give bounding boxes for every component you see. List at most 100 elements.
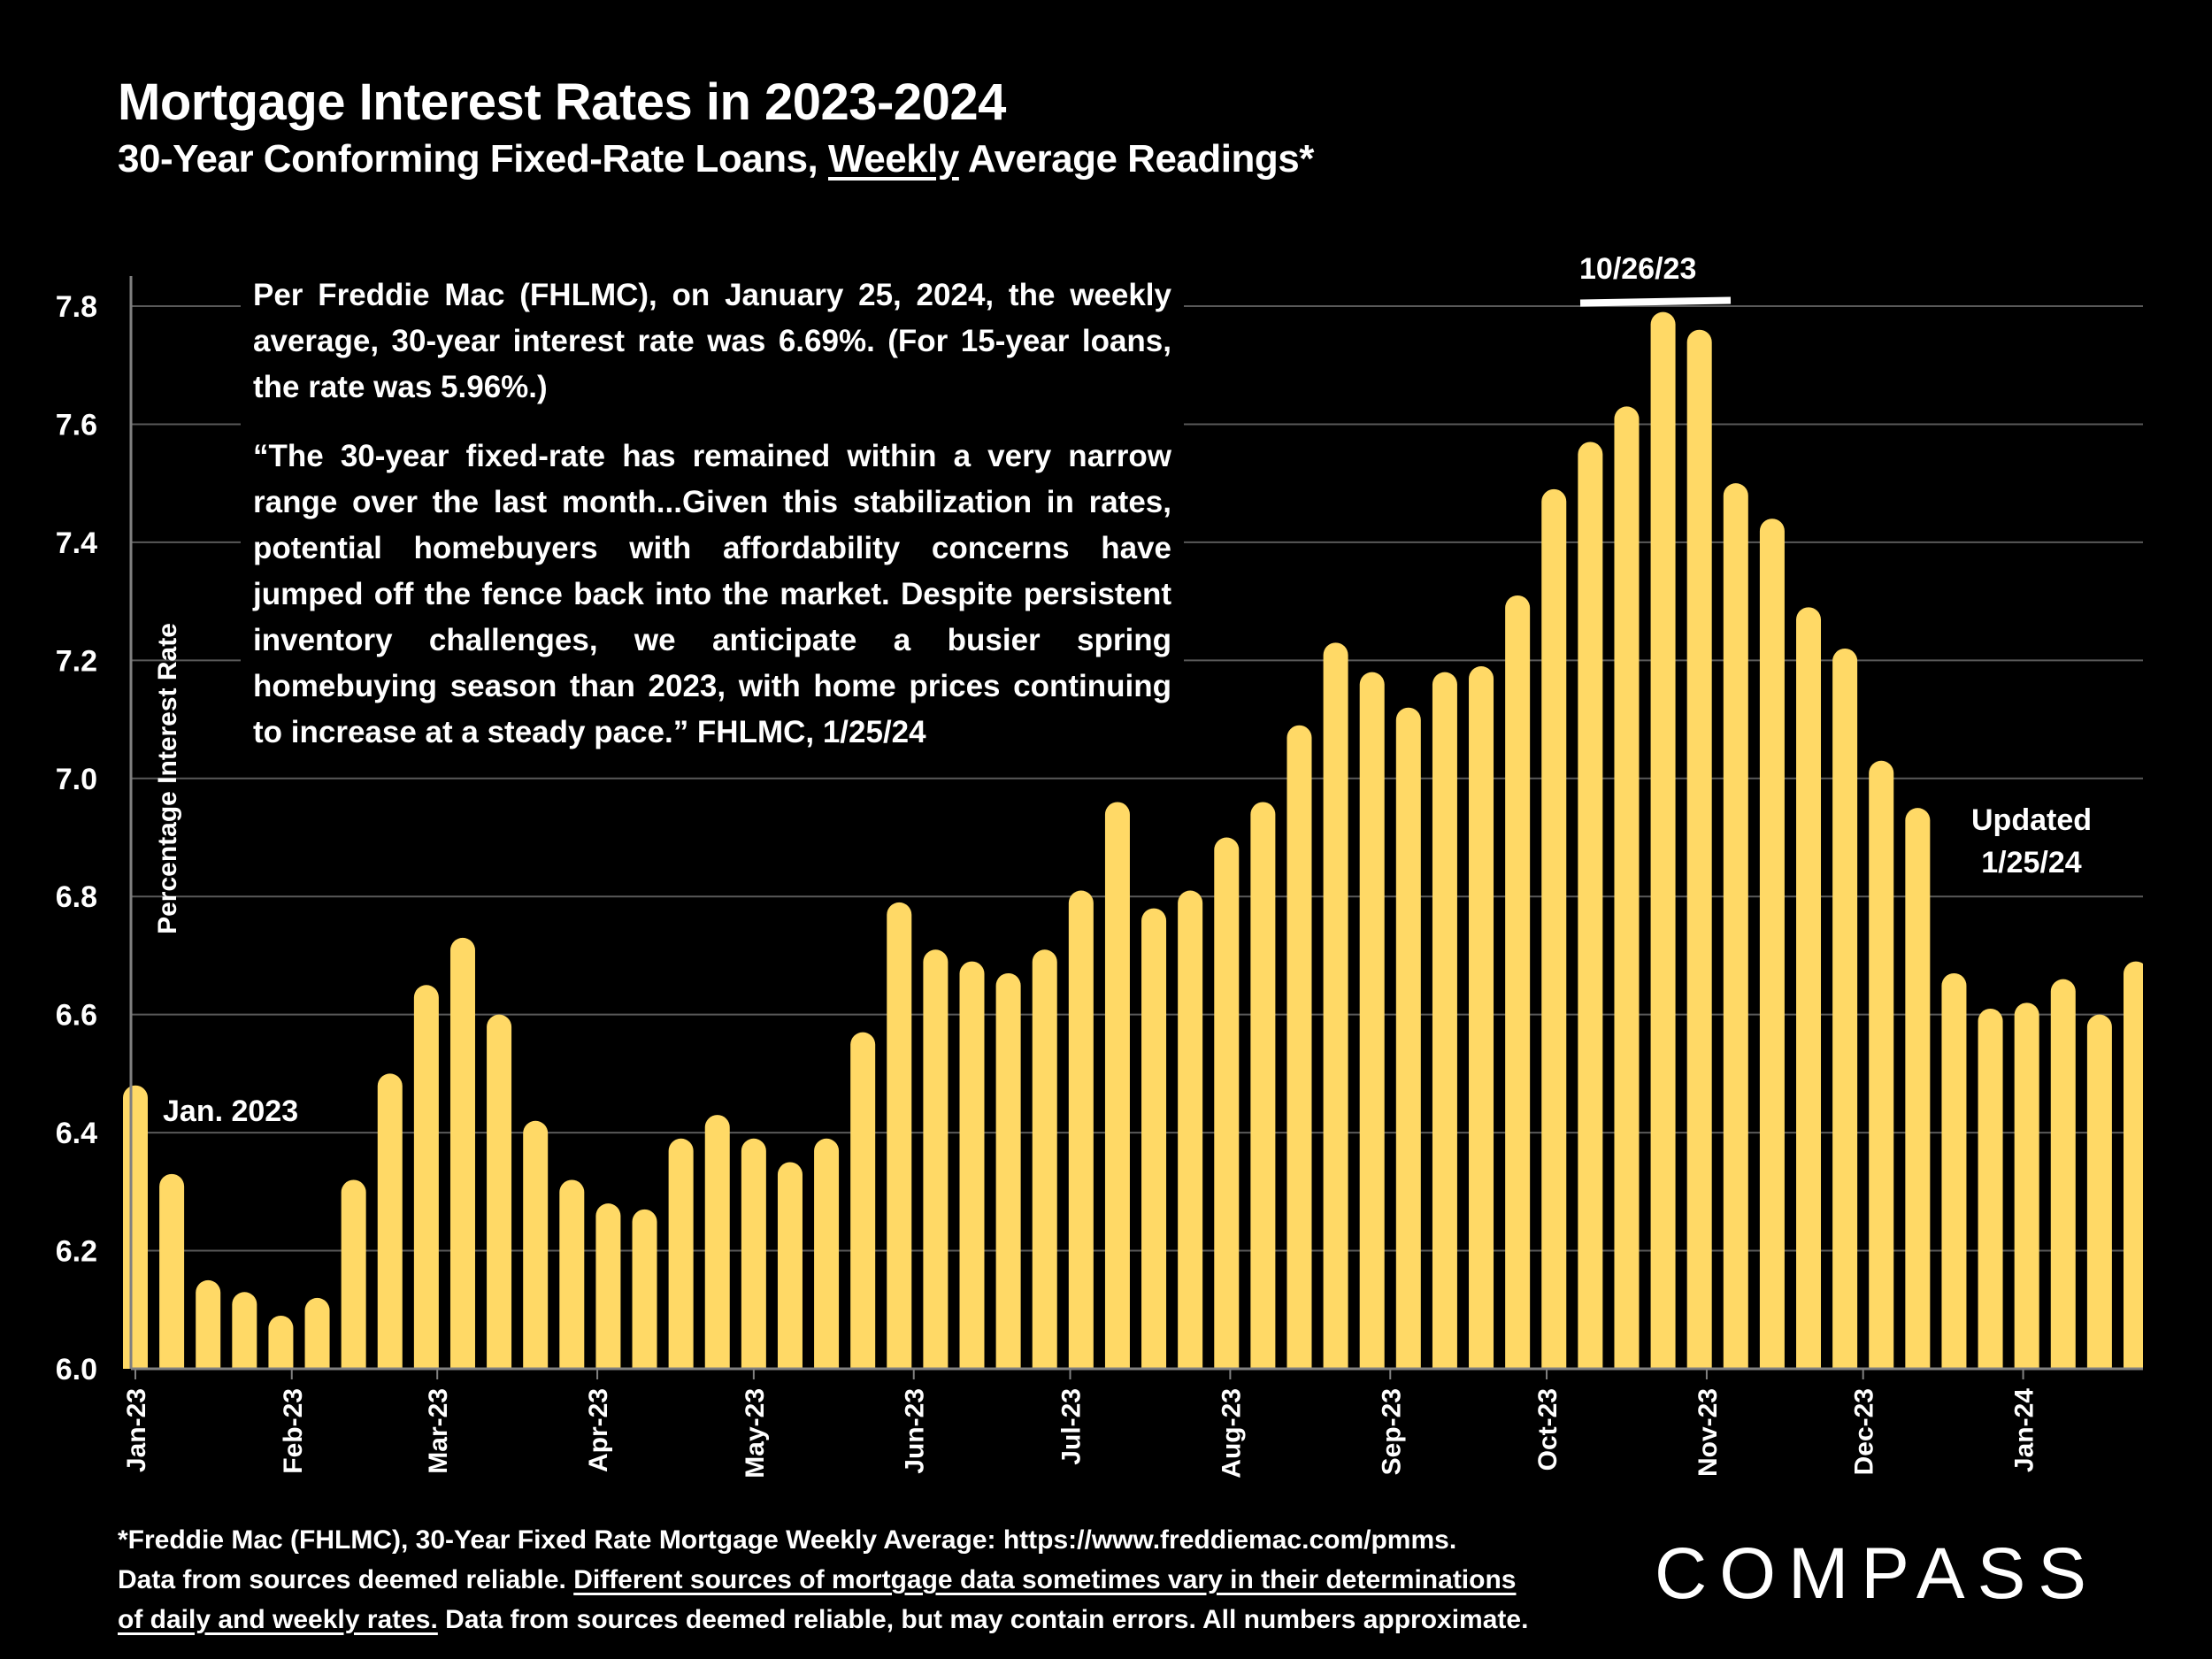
bar <box>1432 672 1457 1369</box>
bar <box>196 1279 221 1369</box>
x-tick-label: Feb-23 <box>279 1388 308 1474</box>
bar <box>959 961 985 1369</box>
footnote-text: Data from sources deemed reliable. <box>118 1565 574 1594</box>
x-tick-label: Apr-23 <box>584 1388 613 1472</box>
y-tick-label: 6.4 <box>56 1117 97 1150</box>
bar <box>1505 595 1531 1369</box>
updated-date: 1/25/24 <box>1981 846 2082 879</box>
y-tick-label: 7.4 <box>56 526 97 560</box>
bar <box>1796 607 1822 1369</box>
footnote-source: *Freddie Mac (FHLMC), 30-Year Fixed Rate… <box>118 1525 1457 1555</box>
y-tick-label: 7.6 <box>56 408 97 442</box>
x-tick-label: Jan-23 <box>122 1388 151 1472</box>
y-tick-label: 6.0 <box>56 1353 97 1386</box>
bar <box>1941 972 1967 1369</box>
bar <box>304 1297 330 1369</box>
footnote: *Freddie Mac (FHLMC), 30-Year Fixed Rate… <box>118 1520 1622 1640</box>
bar <box>232 1292 257 1369</box>
bar <box>1978 1008 2003 1369</box>
bar <box>887 902 912 1369</box>
bar <box>559 1179 585 1369</box>
bar <box>704 1115 730 1369</box>
x-tick-label: Dec-23 <box>1850 1388 1879 1475</box>
bar <box>1395 707 1421 1369</box>
updated-annotation: Updated 1/25/24 <box>1971 799 2092 884</box>
bar <box>1650 311 1676 1369</box>
bar <box>413 985 439 1369</box>
y-tick-label: 7.8 <box>56 290 97 324</box>
bar <box>923 949 949 1369</box>
bar <box>632 1209 657 1369</box>
x-tick-label: Nov-23 <box>1694 1388 1723 1477</box>
updated-label: Updated <box>1971 803 2092 837</box>
subtitle-text: 30-Year Conforming Fixed-Rate Loans, <box>118 137 828 180</box>
bar <box>850 1032 876 1369</box>
bar <box>741 1138 766 1369</box>
bar <box>1068 890 1094 1369</box>
bar <box>2050 979 2076 1369</box>
bar <box>341 1179 366 1369</box>
footnote-disclaimer-2: of daily and weekly rates. Data from sou… <box>118 1600 1622 1640</box>
x-tick-label: Sep-23 <box>1377 1388 1406 1475</box>
bar <box>1323 642 1348 1369</box>
bar <box>123 1085 148 1369</box>
bar <box>814 1138 840 1369</box>
bar <box>1614 406 1640 1370</box>
bar <box>668 1138 694 1369</box>
axes <box>129 276 2143 1379</box>
bar <box>777 1162 803 1369</box>
x-tick-label: Jan-24 <box>2010 1388 2039 1472</box>
y-axis-label: Percentage Interest Rate <box>153 623 182 934</box>
bar <box>1214 837 1240 1369</box>
compass-logo: COMPASS <box>1655 1533 2099 1614</box>
bar <box>1832 648 1858 1369</box>
bar <box>995 972 1021 1369</box>
x-tick-label: Jun-23 <box>901 1388 930 1474</box>
bar <box>1869 760 1894 1369</box>
bar <box>1541 488 1567 1369</box>
footnote-underlined: Different sources of mortgage data somet… <box>573 1565 1517 1594</box>
bar <box>2124 961 2143 1369</box>
rate-summary: Per Freddie Mac (FHLMC), on January 25, … <box>253 278 1171 404</box>
bar <box>487 1014 512 1369</box>
footnote-disclaimer-1: Data from sources deemed reliable. Diffe… <box>118 1560 1622 1600</box>
bar <box>2014 1002 2039 1369</box>
x-tick-label: Mar-23 <box>424 1388 453 1474</box>
footnote-underlined-end: of daily and weekly rates. <box>118 1605 438 1634</box>
subtitle-emphasis: Weekly <box>828 137 959 180</box>
subtitle-text-end: Average Readings* <box>958 137 1314 180</box>
x-tick-labels: Jan-23 Feb-23 Mar-23 Apr-23 May-23 Jun-23 Jul-… <box>122 1388 2039 1479</box>
x-tick-label: Aug-23 <box>1217 1388 1246 1479</box>
x-tick-label: Jul-23 <box>1057 1388 1087 1465</box>
bar <box>1686 329 1712 1369</box>
bar <box>1359 672 1385 1369</box>
y-tick-label: 7.2 <box>56 644 97 678</box>
x-tick-label: Oct-23 <box>1533 1388 1563 1471</box>
bar <box>1469 666 1494 1369</box>
bar <box>1141 908 1167 1369</box>
bar <box>1104 802 1130 1369</box>
bar <box>449 937 475 1369</box>
peak-annotation: 10/26/23 <box>1579 252 1697 286</box>
bar <box>1250 802 1276 1369</box>
y-tick-label: 6.8 <box>56 880 97 914</box>
bar <box>1723 483 1748 1369</box>
fhlmc-quote: “The 30-year fixed-rate has remained wit… <box>253 439 1171 749</box>
bar <box>595 1203 621 1369</box>
bar <box>268 1315 294 1369</box>
chart-title: Mortgage Interest Rates in 2023-2024 <box>118 73 1006 131</box>
bar <box>1905 808 1931 1369</box>
y-tick-label: 7.0 <box>56 763 97 796</box>
x-tick-label: May-23 <box>741 1388 770 1479</box>
bar <box>1032 949 1057 1369</box>
bar <box>1286 725 1312 1369</box>
bar <box>2086 1014 2112 1369</box>
bar <box>1578 442 1603 1370</box>
bar <box>1178 890 1203 1369</box>
chart-subtitle: 30-Year Conforming Fixed-Rate Loans, Wee… <box>118 137 1314 181</box>
start-annotation: Jan. 2023 <box>163 1094 299 1128</box>
commentary-box: Per Freddie Mac (FHLMC), on January 25, … <box>241 265 1184 763</box>
bar <box>377 1073 403 1369</box>
y-tick-labels: 6.0 6.2 6.4 6.6 6.8 7.0 7.2 7.4 7.6 7.8 <box>56 290 97 1386</box>
